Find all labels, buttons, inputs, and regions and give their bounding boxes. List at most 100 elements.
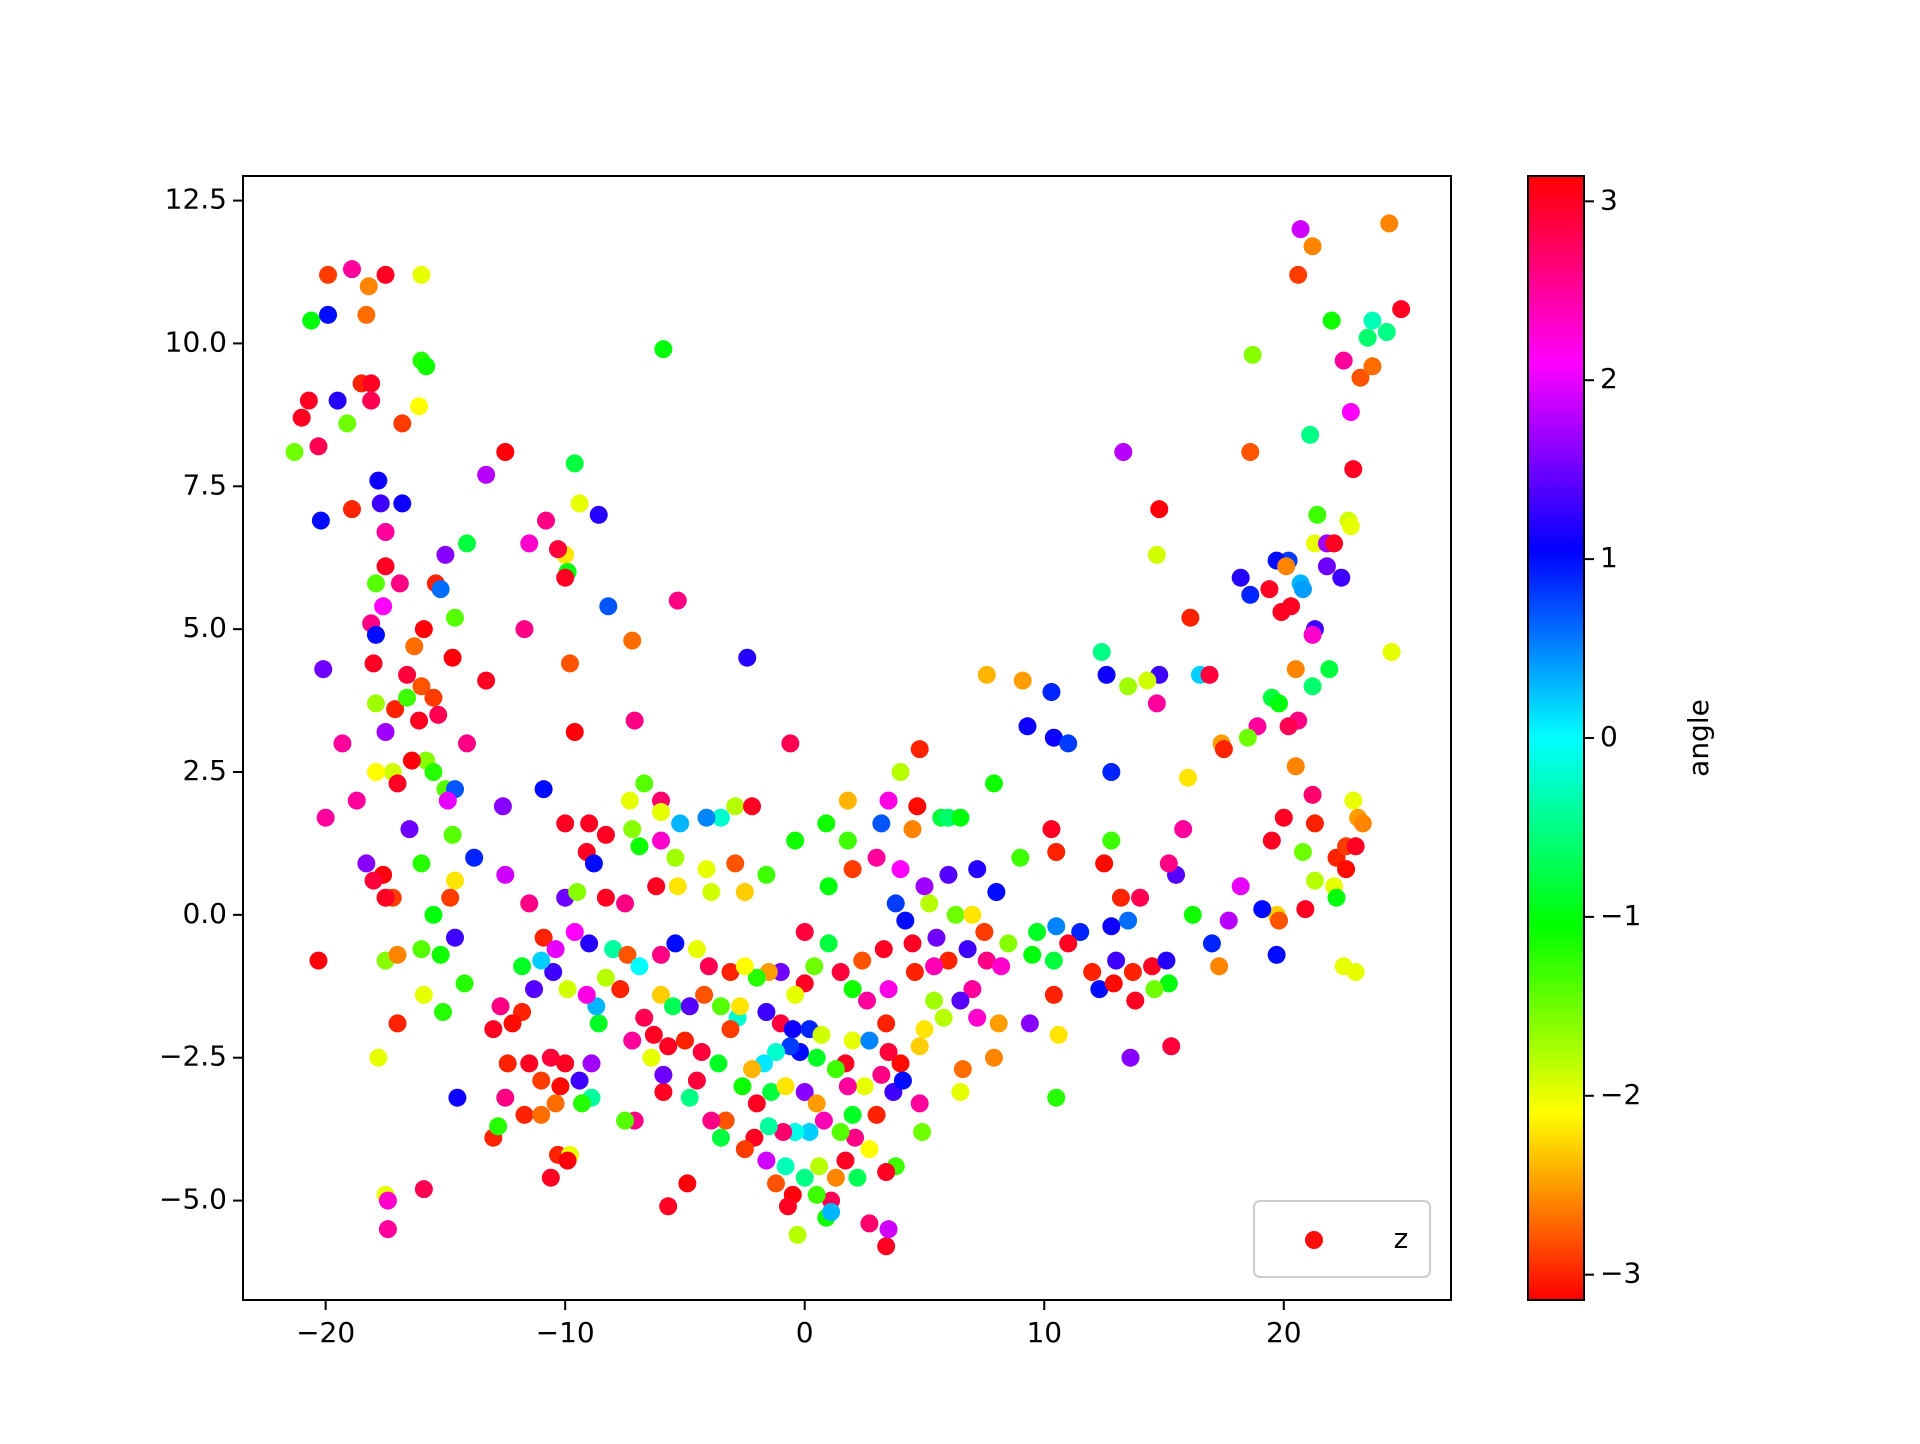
point	[376, 723, 395, 741]
point	[1042, 683, 1061, 701]
point	[766, 1043, 785, 1061]
point	[596, 825, 615, 844]
point	[939, 865, 958, 884]
point	[1351, 368, 1370, 387]
point	[1145, 980, 1164, 999]
point	[867, 848, 886, 867]
point	[537, 511, 556, 530]
point	[635, 774, 654, 793]
point	[838, 791, 857, 810]
point	[556, 568, 575, 587]
point	[743, 797, 762, 816]
point	[759, 1117, 778, 1136]
point	[1274, 808, 1293, 827]
point	[968, 1008, 987, 1027]
point	[1059, 734, 1078, 753]
point	[989, 1014, 1008, 1033]
point	[1047, 1088, 1066, 1107]
point	[838, 831, 857, 850]
point	[903, 934, 922, 953]
point	[1241, 443, 1260, 461]
point	[369, 1048, 388, 1067]
point	[1011, 848, 1030, 867]
point	[1202, 934, 1221, 953]
point	[1253, 900, 1272, 919]
point	[1147, 545, 1166, 564]
point	[735, 883, 754, 901]
point	[1270, 694, 1289, 713]
point	[697, 860, 716, 879]
point	[762, 1083, 781, 1101]
point	[915, 877, 934, 896]
point	[925, 957, 944, 976]
point	[438, 791, 457, 810]
point	[893, 1071, 912, 1090]
point	[877, 1237, 896, 1256]
point	[716, 1111, 735, 1130]
point	[651, 945, 670, 964]
point	[565, 923, 584, 941]
point	[1241, 585, 1260, 604]
point	[429, 705, 448, 724]
colorbar-tick-label: 3	[1600, 183, 1618, 216]
point	[1392, 300, 1411, 319]
y-tick-label: 7.5	[182, 468, 227, 501]
point	[496, 1088, 515, 1107]
point	[843, 860, 862, 879]
point	[807, 1048, 826, 1067]
point	[654, 340, 673, 359]
point	[376, 888, 395, 907]
point	[910, 1037, 929, 1056]
point	[333, 734, 352, 753]
plot-frame	[242, 175, 1452, 1301]
point	[1181, 608, 1200, 627]
point	[1305, 871, 1324, 890]
point	[1260, 580, 1279, 599]
point	[357, 854, 376, 873]
point	[1162, 1037, 1181, 1056]
point	[410, 711, 429, 730]
point	[1047, 917, 1066, 936]
point	[1174, 820, 1193, 839]
point	[920, 894, 939, 913]
point	[532, 1071, 551, 1090]
point	[826, 1060, 845, 1079]
colorbar-label: angle	[1682, 699, 1715, 777]
point	[848, 1168, 867, 1187]
point	[951, 1083, 970, 1101]
point	[987, 883, 1006, 901]
point	[369, 471, 388, 490]
point	[1092, 643, 1111, 661]
point	[908, 797, 927, 816]
point	[795, 1083, 814, 1101]
point	[311, 511, 330, 530]
point	[1303, 677, 1322, 696]
point	[666, 934, 685, 953]
point	[1097, 665, 1116, 684]
point	[1270, 911, 1289, 930]
point	[431, 945, 450, 964]
point	[810, 1157, 829, 1176]
point	[1332, 568, 1351, 587]
point	[1303, 237, 1322, 256]
point	[666, 848, 685, 867]
point	[903, 820, 922, 839]
point	[1344, 460, 1363, 479]
point	[1363, 357, 1382, 376]
x-tick-label: 0	[796, 1316, 814, 1349]
point	[541, 1048, 560, 1067]
point	[819, 877, 838, 896]
point	[951, 991, 970, 1010]
point	[1346, 963, 1365, 981]
point	[376, 265, 395, 284]
point	[493, 797, 512, 816]
point	[925, 991, 944, 1010]
point	[1286, 757, 1305, 776]
point	[443, 825, 462, 844]
point	[402, 751, 421, 770]
point	[455, 974, 474, 993]
point	[604, 940, 623, 959]
point	[532, 1105, 551, 1124]
point	[1143, 957, 1162, 976]
